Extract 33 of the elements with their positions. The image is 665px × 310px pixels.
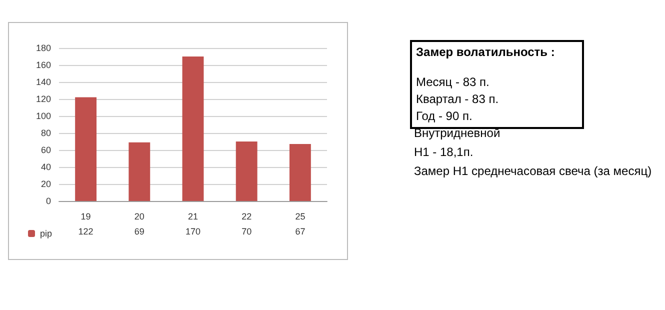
data-label: 70 [242, 226, 252, 236]
y-tick-label: 100 [36, 111, 51, 121]
text: Замер волатильность : [416, 44, 556, 61]
text: Квартал - 83 п. [416, 91, 500, 108]
y-tick-label: 40 [40, 162, 51, 172]
data-label: 122 [78, 226, 94, 236]
text: Внутридневной [414, 125, 502, 142]
data-label: 69 [134, 226, 144, 236]
x-tick-label: 21 [188, 212, 198, 222]
text: Замер H1 среднечасовая свеча (за месяц) [414, 163, 652, 180]
bar [236, 142, 258, 201]
y-tick-label: 140 [36, 77, 51, 87]
x-tick-label: 25 [295, 212, 306, 222]
data-label: 67 [295, 226, 306, 236]
y-tick-label: 0 [46, 196, 51, 206]
text: Год - 90 п. [416, 108, 474, 125]
y-tick-label: 60 [40, 145, 51, 155]
bar [182, 56, 204, 201]
bar [289, 144, 311, 201]
x-tick-label: 20 [134, 212, 144, 222]
y-tick-label: 160 [36, 60, 51, 70]
y-tick-label: 20 [40, 179, 51, 189]
bar [128, 142, 150, 201]
data-label: 170 [185, 226, 201, 236]
text: Месяц - 83 п. [416, 74, 490, 91]
y-tick-label: 180 [36, 43, 51, 53]
x-tick-label: 22 [242, 212, 252, 222]
y-tick-label: 80 [40, 128, 51, 138]
x-tick-label: 19 [80, 212, 91, 222]
y-tick-label: 120 [36, 94, 51, 104]
legend-label: pip [40, 228, 52, 238]
bar [75, 97, 97, 201]
text: H1 - 18,1п. [414, 144, 474, 161]
